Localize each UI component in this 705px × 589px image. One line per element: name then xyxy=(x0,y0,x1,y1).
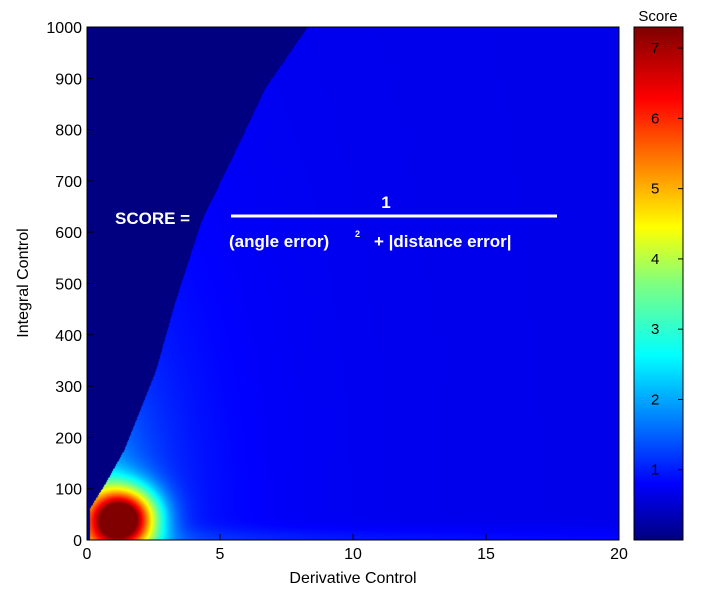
colorbar-tick-label: 7 xyxy=(651,40,659,57)
colorbar-tick-label: 3 xyxy=(651,321,659,338)
y-tick-label: 700 xyxy=(55,174,82,191)
colorbar-tick-label: 4 xyxy=(651,251,659,268)
y-tick-label: 900 xyxy=(55,71,82,88)
colorbar-tick-label: 6 xyxy=(651,110,659,127)
y-tick-label: 0 xyxy=(73,533,82,550)
y-tick-label: 800 xyxy=(55,123,82,140)
y-tick-label: 1000 xyxy=(46,20,82,37)
x-tick-label: 10 xyxy=(344,546,362,563)
score-equation-annotation: SCORE = 1 (angle error) 2 + |distance er… xyxy=(115,193,557,251)
colorbar-label: Score xyxy=(638,8,677,25)
colorbar-tick-label: 1 xyxy=(651,462,659,479)
x-tick-label: 5 xyxy=(216,546,225,563)
colorbar-tick-label: 5 xyxy=(651,181,659,198)
equation-exponent: 2 xyxy=(355,229,360,239)
x-axis-label: Derivative Control xyxy=(289,570,416,587)
x-tick-label: 15 xyxy=(477,546,495,563)
y-tick-label: 100 xyxy=(55,482,82,499)
y-axis-label: Integral Control xyxy=(15,228,32,337)
equation-denominator-part1: (angle error) xyxy=(229,232,329,251)
equation-denominator-part2: + |distance error| xyxy=(374,232,512,251)
x-tick-label: 20 xyxy=(610,546,628,563)
equation-lhs: SCORE = xyxy=(115,209,190,228)
equation-numerator: 1 xyxy=(381,193,390,212)
y-tick-label: 600 xyxy=(55,225,82,242)
heatmap-image xyxy=(87,27,619,540)
colorbar-ticks: 1 2 3 4 5 6 7 xyxy=(651,40,683,479)
y-tick-label: 400 xyxy=(55,328,82,345)
y-tick-label: 200 xyxy=(55,430,82,447)
x-tick-label: 0 xyxy=(83,546,92,563)
y-tick-label: 300 xyxy=(55,379,82,396)
y-tick-label: 500 xyxy=(55,277,82,294)
colorbar-tick-label: 2 xyxy=(651,391,659,408)
colorbar xyxy=(633,26,684,541)
